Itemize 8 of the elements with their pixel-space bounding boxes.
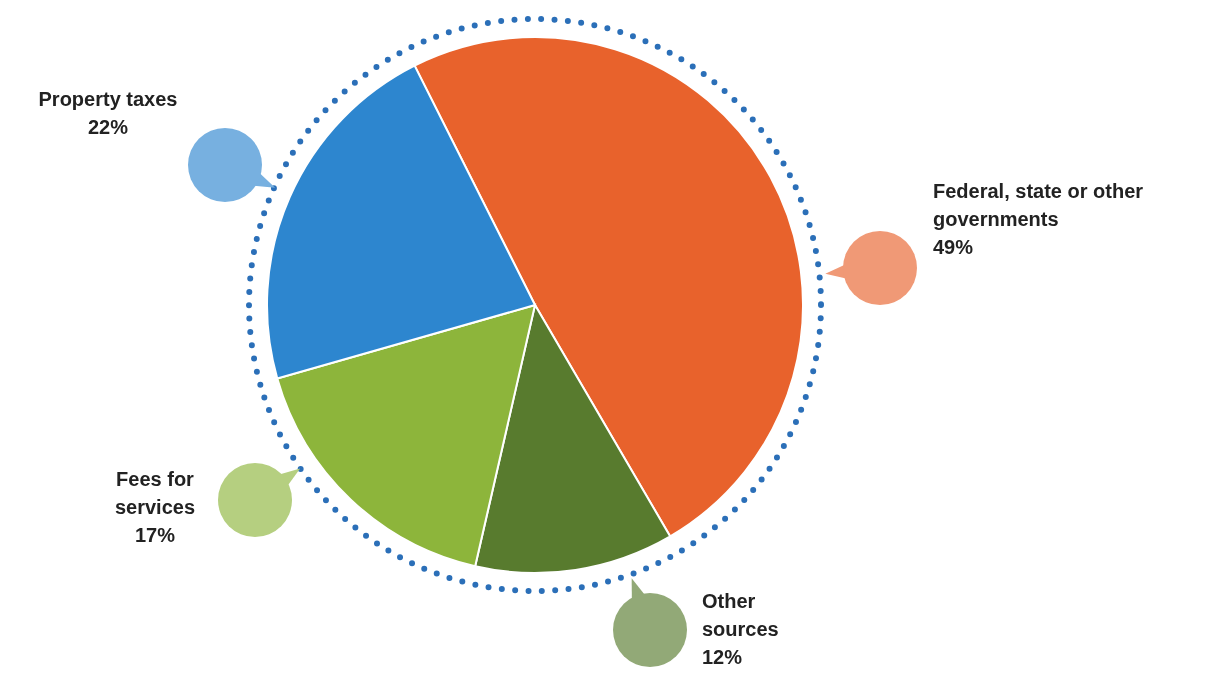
slice-label: Other sources	[702, 590, 779, 640]
slice-label: Property taxes	[38, 88, 178, 110]
slice-label: Federal, state or other governments	[933, 180, 1144, 230]
slice-label: Fees for services	[114, 468, 196, 518]
data-label: 49%	[933, 236, 974, 258]
data-label: 17%	[134, 524, 176, 546]
data-label: 12%	[702, 646, 743, 668]
data-label: 22%	[87, 116, 129, 138]
